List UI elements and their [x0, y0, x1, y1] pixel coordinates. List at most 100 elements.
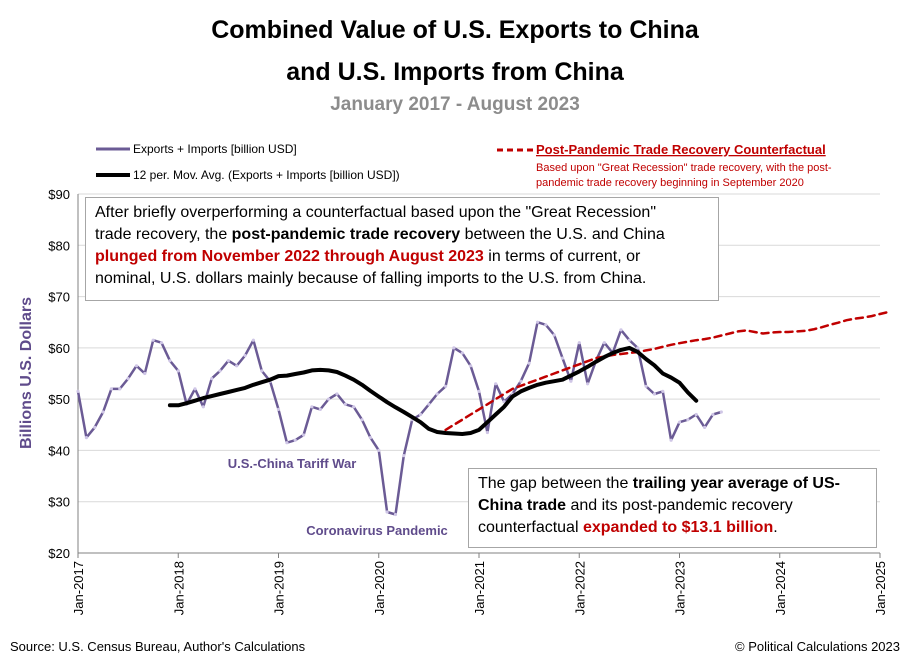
data-point	[235, 364, 239, 368]
annotation-line: After briefly overperforming a counterfa…	[95, 202, 709, 224]
data-point	[652, 392, 657, 396]
series-line-line	[167, 345, 699, 436]
data-point	[251, 338, 255, 342]
x-tick-label: Jan-2018	[171, 561, 186, 615]
data-point	[343, 402, 347, 406]
data-point	[260, 369, 264, 373]
annotation-text: trailing year average of US-	[632, 475, 840, 492]
data-point	[134, 364, 139, 368]
copyright-note: © Political Calculations 2023	[735, 639, 900, 654]
data-point	[101, 410, 105, 414]
data-point	[452, 346, 456, 350]
data-point	[327, 397, 331, 401]
annotation-line: China trade and its post-pandemic recove…	[478, 495, 867, 517]
y-tick-label: $90	[48, 187, 70, 202]
annotation-text: .	[773, 519, 778, 536]
annotation-text: trade recovery, the	[95, 226, 232, 243]
y-tick-label: $30	[48, 495, 70, 510]
annotation-text: between the U.S. and China	[460, 226, 665, 243]
data-point	[602, 341, 606, 345]
data-point	[402, 454, 406, 458]
data-point	[302, 433, 306, 437]
data-point	[636, 346, 640, 350]
annotation-line: The gap between the trailing year averag…	[478, 473, 867, 495]
legend-label-exports-imports: Exports + Imports [billion USD]	[133, 142, 297, 156]
data-point	[210, 377, 214, 381]
annotation-line: plunged from November 2022 through Augus…	[95, 246, 709, 268]
annotation-tariff-war: U.S.-China Tariff War	[228, 456, 357, 471]
annotation-box-gap: The gap between the trailing year averag…	[468, 468, 877, 548]
annotation-pandemic: Coronavirus Pandemic	[306, 523, 448, 538]
data-point	[460, 351, 464, 355]
data-point	[118, 387, 122, 391]
data-point	[151, 338, 155, 342]
data-point	[560, 356, 565, 360]
legend: Exports + Imports [billion USD] 12 per. …	[96, 142, 832, 189]
annotation-text: and its post-pandemic recovery	[566, 497, 793, 514]
data-point	[619, 328, 623, 332]
data-point	[201, 405, 205, 409]
data-point	[126, 377, 130, 381]
data-point	[669, 438, 673, 442]
data-point	[193, 387, 197, 391]
data-point	[694, 412, 698, 417]
chart-title-line-1: Combined Value of U.S. Exports to China	[211, 16, 700, 44]
data-point	[360, 418, 364, 422]
data-point	[586, 382, 590, 386]
annotation-line: counterfactual expanded to $13.1 billion…	[478, 517, 867, 539]
data-point	[502, 400, 506, 404]
annotation-line: trade recovery, the post-pandemic trade …	[95, 224, 709, 246]
data-point	[159, 341, 164, 345]
data-point	[243, 353, 247, 358]
x-tick-label: Jan-2022	[572, 561, 587, 615]
data-point	[644, 384, 648, 388]
data-point	[485, 430, 489, 435]
legend-label-moving-average: 12 per. Mov. Avg. (Exports + Imports [bi…	[133, 168, 400, 182]
x-tick-label: Jan-2024	[773, 561, 788, 615]
data-point	[276, 407, 281, 411]
axes: $20 $30 $40 $50 $60 $70 $80 $90 Jan-2017 Jan-2018…	[48, 187, 888, 615]
y-tick-label: $70	[48, 290, 70, 305]
data-point	[377, 448, 381, 452]
data-point	[393, 512, 398, 517]
annotation-text: The gap between the	[478, 475, 633, 492]
data-point	[435, 392, 439, 396]
data-point	[544, 323, 548, 327]
data-point	[310, 405, 314, 409]
data-point	[719, 410, 723, 414]
data-point	[444, 384, 448, 388]
data-point	[168, 359, 172, 363]
data-point	[418, 412, 423, 417]
annotation-text: post-pandemic trade recovery	[231, 226, 461, 243]
data-point	[84, 436, 88, 440]
data-point	[318, 407, 322, 411]
data-point	[677, 420, 682, 424]
data-point	[686, 418, 690, 422]
y-tick-label: $40	[48, 443, 70, 458]
data-point	[577, 341, 581, 345]
data-point	[335, 392, 339, 396]
source-note: Source: U.S. Census Bureau, Author's Cal…	[10, 639, 306, 654]
annotation-text: in terms of current, or	[483, 248, 641, 265]
series-line-dashed	[444, 310, 890, 432]
legend-counterfactual-note-line-2: pandemic trade recovery beginning in Sep…	[536, 177, 804, 189]
data-point	[176, 369, 180, 373]
annotation-text: After briefly overperforming a counterfa…	[95, 204, 656, 221]
data-point	[143, 371, 147, 376]
annotation-text: expanded to $13.1 billion	[582, 519, 774, 536]
data-point	[527, 361, 531, 365]
y-tick-label: $20	[48, 546, 70, 561]
x-tick-label: Jan-2021	[472, 561, 487, 615]
annotation-box-trade-plunge: After briefly overperforming a counterfa…	[85, 197, 719, 301]
legend-counterfactual-note-line-1: Based upon "Great Recession" trade recov…	[536, 162, 832, 174]
x-tick-label: Jan-2020	[372, 561, 387, 615]
legend-label-counterfactual: Post-Pandemic Trade Recovery Counterfact…	[536, 142, 826, 157]
data-point	[368, 436, 372, 440]
data-point	[703, 425, 707, 429]
series-layer	[76, 310, 890, 517]
data-point	[469, 364, 473, 368]
chart-subtitle: January 2017 - August 2023	[330, 94, 580, 115]
x-tick-label: Jan-2023	[673, 561, 688, 615]
data-point	[552, 333, 556, 337]
annotation-text: plunged from November 2022 through Augus…	[95, 248, 484, 265]
